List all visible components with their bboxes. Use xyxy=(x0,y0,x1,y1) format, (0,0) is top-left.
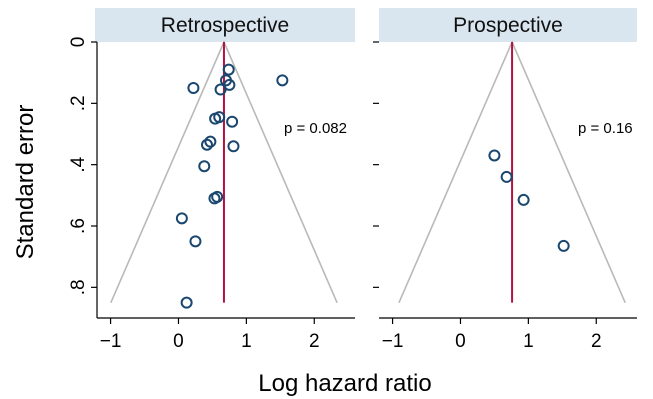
panel-header-strip xyxy=(379,8,637,42)
y-axis-title: Standard error xyxy=(12,105,39,260)
study-point xyxy=(175,212,188,225)
study-point xyxy=(189,235,202,248)
study-point xyxy=(557,239,570,252)
study-point xyxy=(222,63,235,76)
study-point xyxy=(227,140,240,153)
y-tick-label: .8 xyxy=(68,279,89,295)
x-tick-label: 0 xyxy=(455,331,466,352)
x-tick-label: 0 xyxy=(173,331,184,352)
x-tick-label: 2 xyxy=(309,331,320,352)
panel-retrospective: Retrospective p = 0.082 −1 0 1 2 0 .2 .4 .6 .8 xyxy=(68,8,355,352)
study-point xyxy=(226,115,239,128)
p-value-label: p = 0.082 xyxy=(284,120,347,137)
x-tick-label: −1 xyxy=(382,331,404,352)
study-point xyxy=(204,135,217,148)
study-point xyxy=(208,192,221,205)
study-point xyxy=(187,82,200,94)
study-point xyxy=(276,74,289,87)
x-tick-label: −1 xyxy=(100,331,122,352)
study-point xyxy=(488,149,501,162)
study-point xyxy=(517,193,530,206)
panel-title: Retrospective xyxy=(161,14,289,37)
y-tick-label: 0 xyxy=(68,37,89,48)
panel-prospective: Prospective p = 0.16 −1 0 1 2 xyxy=(373,8,637,352)
x-axis-title: Log hazard ratio xyxy=(258,370,431,397)
x-tick-label: 1 xyxy=(241,331,252,352)
y-tick-label: .4 xyxy=(68,156,89,172)
study-point xyxy=(180,296,193,309)
x-tick-label: 2 xyxy=(591,331,602,352)
study-point xyxy=(198,160,211,173)
x-tick-label: 1 xyxy=(523,331,534,352)
study-point xyxy=(214,83,227,96)
study-point xyxy=(500,170,513,183)
panel-header-strip xyxy=(95,8,355,42)
p-value-label: p = 0.16 xyxy=(578,120,633,137)
panel-title: Prospective xyxy=(453,14,563,37)
study-point xyxy=(200,138,213,151)
y-tick-label: .2 xyxy=(68,95,89,111)
study-point xyxy=(209,112,222,125)
y-tick-label: .6 xyxy=(68,218,89,234)
